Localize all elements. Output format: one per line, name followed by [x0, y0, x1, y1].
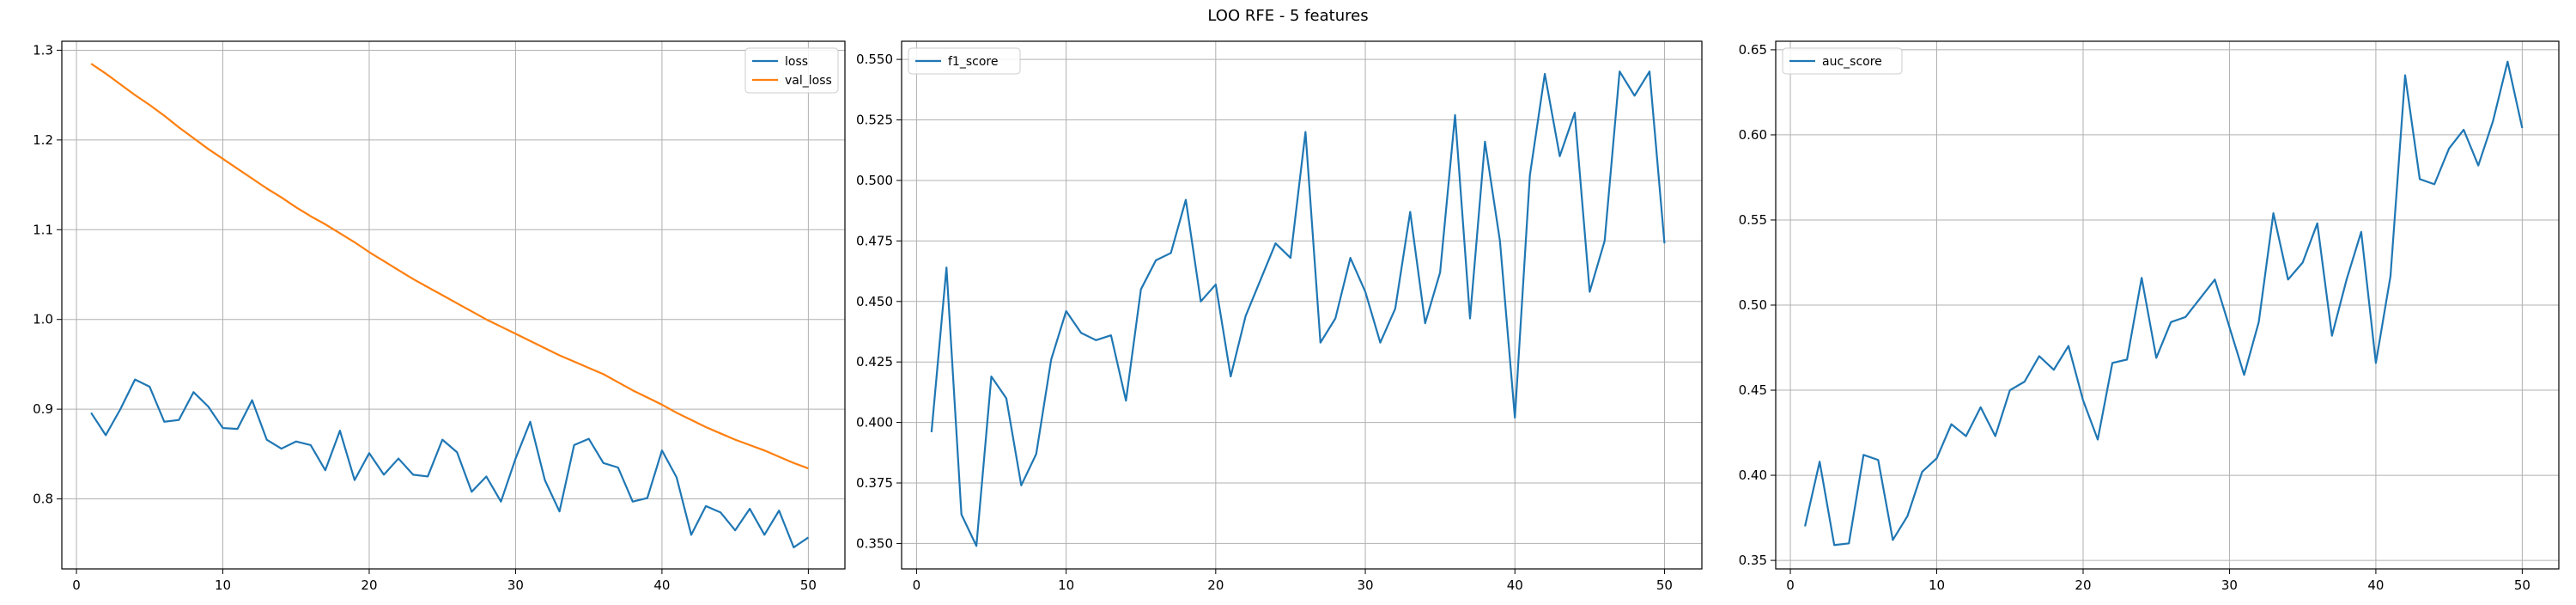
y-tick-label: 1.1	[33, 222, 53, 237]
x-tick-label: 20	[361, 578, 377, 593]
y-tick-label: 1.2	[33, 132, 53, 148]
x-tick-label: 50	[1656, 578, 1673, 593]
x-tick-label: 40	[1507, 578, 1523, 593]
y-tick-label: 0.55	[1739, 212, 1767, 228]
y-tick-label: 1.3	[33, 42, 53, 58]
y-tick-label: 0.60	[1739, 127, 1767, 143]
y-tick-label: 0.8	[33, 492, 53, 507]
chart-panel-2: 0 10 20 30 40 50 0.350 0.375 0.400 0.425 0.450 0.47…	[856, 40, 1703, 593]
x-tick-label: 0	[1786, 578, 1795, 593]
legend: loss val_loss	[744, 47, 839, 94]
y-tick-label: 0.40	[1739, 468, 1767, 483]
legend-label-loss: loss	[785, 55, 808, 69]
x-tick-label: 30	[507, 578, 524, 593]
x-tick-label: 50	[800, 578, 817, 593]
y-tick-label: 0.65	[1739, 42, 1767, 58]
legend-label-auc_score: auc_score	[1822, 55, 1882, 69]
chart-panel-3: 0 10 20 30 40 50 0.35 0.40 0.45 0.50 0.55 0.60 0.65 a…	[1739, 40, 2560, 593]
legend: f1_score	[908, 47, 1021, 75]
x-tick-label: 10	[1929, 578, 1945, 593]
x-tick-label: 50	[2514, 578, 2530, 593]
x-tick-label: 10	[1058, 578, 1074, 593]
x-tick-label: 0	[913, 578, 921, 593]
y-tick-label: 1.0	[33, 312, 53, 327]
legend-box	[744, 47, 839, 94]
y-tick-label: 0.550	[856, 52, 893, 67]
plot-frame	[61, 40, 846, 570]
x-tick-label: 20	[1207, 578, 1224, 593]
y-tick-label: 0.50	[1739, 297, 1767, 313]
y-tick-label: 0.475	[856, 233, 893, 248]
legend-label-val_loss: val_loss	[785, 74, 832, 88]
legend-box	[908, 47, 1021, 75]
y-tick-label: 0.500	[856, 173, 893, 188]
x-tick-label: 10	[215, 578, 231, 593]
y-tick-label: 0.9	[33, 401, 53, 417]
legend-label-f1_score: f1_score	[948, 55, 998, 69]
y-tick-label: 0.45	[1739, 382, 1767, 398]
x-tick-label: 20	[2075, 578, 2091, 593]
y-tick-label: 0.35	[1739, 553, 1767, 568]
y-tick-label: 0.525	[856, 113, 893, 128]
x-tick-label: 40	[653, 578, 670, 593]
y-tick-label: 0.400	[856, 415, 893, 431]
plot-frame	[901, 40, 1703, 570]
x-tick-label: 30	[1357, 578, 1373, 593]
chart-panel-1: 0 10 20 30 40 50 0.8 0.9 1.0 1.1 1.2 1.3 loss val_los…	[33, 40, 846, 593]
legend-box	[1782, 47, 1903, 75]
legend: auc_score	[1782, 47, 1903, 75]
y-tick-label: 0.425	[856, 354, 893, 370]
series-line-val_loss	[90, 63, 809, 470]
series-line-loss	[90, 378, 809, 549]
series-line-f1_score	[930, 70, 1666, 547]
x-tick-label: 40	[2367, 578, 2384, 593]
y-tick-label: 0.375	[856, 475, 893, 491]
figure-title: LOO RFE - 5 features	[1207, 7, 1369, 25]
x-tick-label: 0	[72, 578, 81, 593]
series-line-auc_score	[1804, 60, 2524, 547]
y-tick-label: 0.350	[856, 535, 893, 551]
y-tick-label: 0.450	[856, 294, 893, 309]
x-tick-label: 30	[2221, 578, 2238, 593]
